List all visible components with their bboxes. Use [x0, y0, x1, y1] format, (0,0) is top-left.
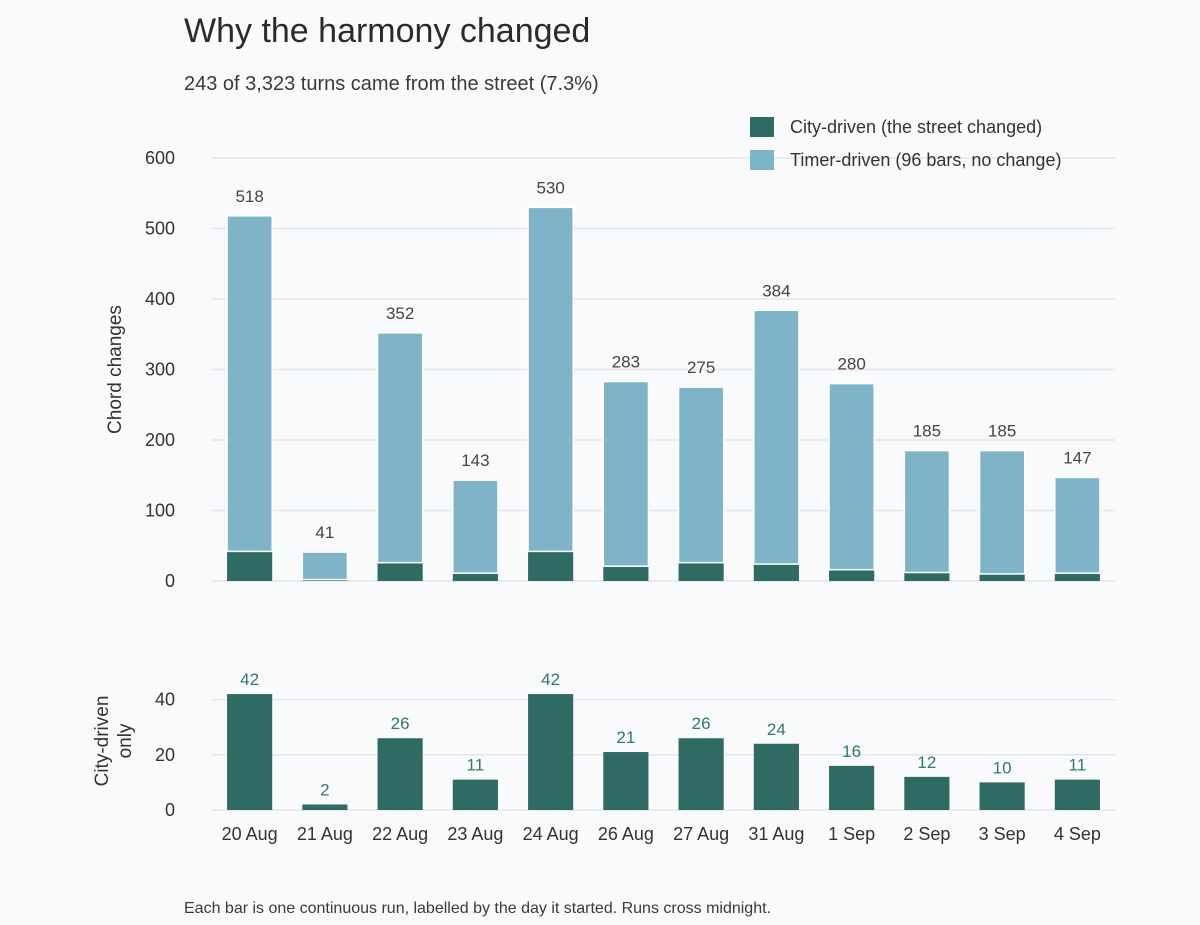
- city-driven-bar: [753, 564, 799, 581]
- total-value-label: 518: [235, 187, 263, 206]
- city-only-bar: [904, 776, 950, 810]
- total-value-label: 283: [612, 352, 640, 371]
- chart-title: Why the harmony changed: [184, 12, 590, 50]
- timer-driven-bar: [828, 382, 875, 571]
- city-only-value-label: 24: [767, 720, 786, 739]
- city-only-bar: [302, 804, 348, 810]
- timer-driven-bar: [301, 551, 349, 581]
- timer-driven-bar: [1054, 476, 1101, 574]
- main-y-axis-label: Chord changes: [105, 305, 126, 434]
- main-y-tick-label: 300: [145, 360, 175, 380]
- city-only-value-label: 42: [541, 670, 560, 689]
- timer-driven-bar: [602, 380, 650, 567]
- legend-swatch-city: [750, 117, 774, 137]
- x-tick-label: 26 Aug: [598, 824, 654, 844]
- city-driven-bar: [904, 572, 950, 581]
- city-only-bar: [829, 765, 875, 810]
- timer-driven-bar: [452, 479, 499, 574]
- x-tick-label: 20 Aug: [222, 824, 278, 844]
- city-only-value-label: 2: [320, 780, 329, 799]
- legend-swatch-timer: [750, 150, 774, 170]
- timer-driven-bar: [903, 449, 951, 574]
- city-only-bar: [753, 743, 799, 810]
- timer-driven-bar: [376, 332, 424, 564]
- sub-y-tick-label: 0: [165, 800, 175, 820]
- total-value-label: 280: [837, 355, 865, 374]
- timer-driven-bar: [978, 449, 1026, 575]
- total-value-label: 185: [913, 422, 941, 441]
- city-only-value-label: 42: [240, 670, 259, 689]
- city-only-value-label: 16: [842, 742, 861, 761]
- sub-y-tick-label: 40: [155, 690, 175, 710]
- sub-y-axis-label: only: [115, 723, 136, 758]
- timer-driven-bar: [753, 309, 800, 565]
- legend-label-city: City-driven (the street changed): [790, 117, 1042, 137]
- x-tick-label: 24 Aug: [523, 824, 579, 844]
- sub-y-tick-label: 20: [155, 745, 175, 765]
- city-only-bar: [528, 694, 574, 810]
- total-value-label: 147: [1063, 448, 1091, 467]
- city-driven-bar: [603, 566, 649, 581]
- timer-driven-bar: [527, 206, 574, 553]
- x-tick-label: 4 Sep: [1054, 824, 1101, 844]
- city-only-value-label: 11: [467, 756, 485, 775]
- chart-footnote: Each bar is one continuous run, labelled…: [184, 900, 771, 917]
- city-driven-bar: [377, 562, 423, 581]
- city-only-bar: [678, 738, 724, 810]
- city-driven-bar: [678, 562, 724, 581]
- total-value-label: 530: [536, 178, 564, 197]
- main-y-tick-label: 200: [145, 430, 175, 450]
- main-y-tick-label: 400: [145, 289, 175, 309]
- city-only-bar: [452, 779, 498, 810]
- city-only-value-label: 11: [1069, 756, 1087, 775]
- city-only-value-label: 10: [993, 758, 1012, 777]
- x-tick-label: 31 Aug: [748, 824, 804, 844]
- timer-driven-bar: [677, 386, 725, 564]
- total-value-label: 384: [762, 281, 790, 300]
- x-tick-label: 23 Aug: [447, 824, 503, 844]
- main-y-tick-label: 100: [145, 501, 175, 521]
- total-value-label: 352: [386, 304, 414, 323]
- x-tick-label: 27 Aug: [673, 824, 729, 844]
- city-only-bar: [1054, 779, 1100, 810]
- total-value-label: 275: [687, 358, 715, 377]
- sub-y-axis-label: City-driven: [92, 696, 113, 787]
- city-driven-bar: [829, 569, 875, 581]
- main-y-tick-label: 0: [165, 571, 175, 591]
- city-driven-bar: [227, 551, 273, 581]
- city-driven-bar: [452, 573, 498, 581]
- total-value-label: 41: [315, 523, 334, 542]
- city-only-bar: [377, 738, 423, 810]
- main-y-tick-label: 600: [145, 148, 175, 168]
- x-tick-label: 1 Sep: [828, 824, 875, 844]
- x-tick-label: 22 Aug: [372, 824, 428, 844]
- x-tick-label: 2 Sep: [903, 824, 950, 844]
- chart-subtitle: 243 of 3,323 turns came from the street …: [184, 73, 599, 95]
- city-driven-bar: [979, 573, 1025, 581]
- city-driven-bar: [1054, 573, 1100, 581]
- x-tick-label: 21 Aug: [297, 824, 353, 844]
- city-only-value-label: 12: [917, 753, 936, 772]
- city-only-value-label: 26: [391, 714, 410, 733]
- city-only-bar: [603, 752, 649, 810]
- legend: City-driven (the street changed) Timer-dr…: [750, 117, 1061, 170]
- city-only-bar: [979, 782, 1025, 810]
- city-only-value-label: 21: [616, 728, 635, 747]
- timer-driven-bar: [226, 215, 273, 553]
- city-only-bar: [227, 694, 273, 810]
- main-y-tick-label: 500: [145, 219, 175, 239]
- total-value-label: 185: [988, 422, 1016, 441]
- legend-label-timer: Timer-driven (96 bars, no change): [790, 150, 1061, 170]
- x-tick-label: 3 Sep: [979, 824, 1026, 844]
- total-value-label: 143: [461, 451, 489, 470]
- city-only-value-label: 26: [692, 714, 711, 733]
- city-driven-bar: [528, 551, 574, 581]
